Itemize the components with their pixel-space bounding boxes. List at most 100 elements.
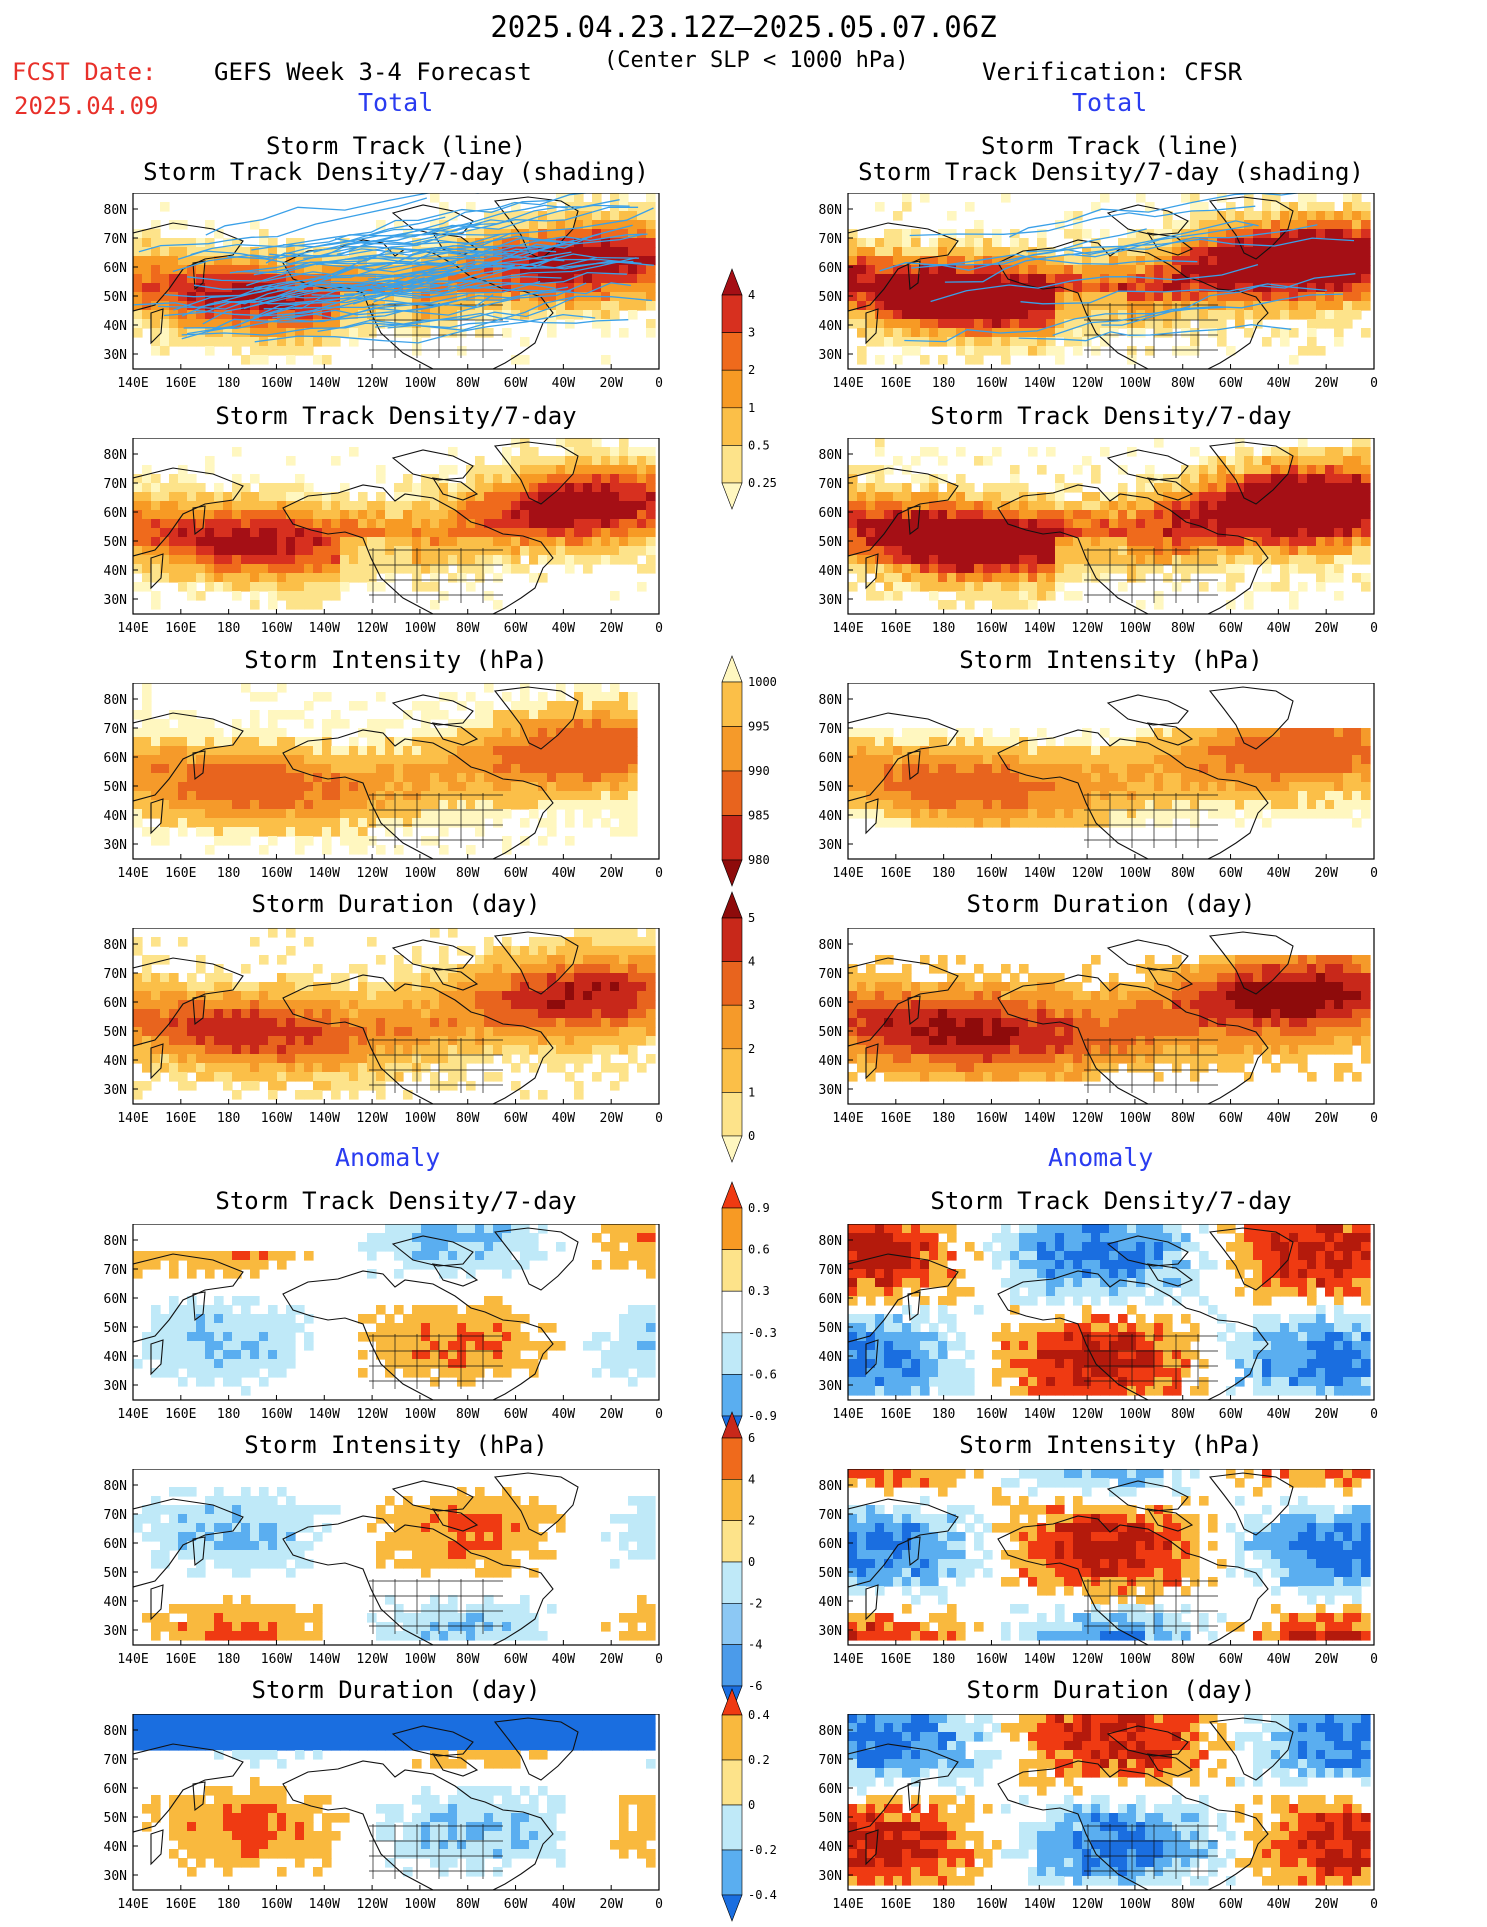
field-cell <box>884 510 894 520</box>
field-cell <box>259 818 269 828</box>
field-cell <box>1199 746 1209 756</box>
field-cell <box>1280 456 1290 466</box>
field-cell <box>475 537 485 547</box>
field-cell <box>619 827 629 837</box>
field-cell <box>169 782 179 792</box>
field-cell <box>142 582 152 592</box>
field-cell <box>974 573 984 583</box>
field-cell <box>133 1009 143 1019</box>
field-cell <box>1100 800 1110 810</box>
field-cell <box>974 737 984 747</box>
field-cell <box>484 465 494 475</box>
field-cell <box>1334 229 1344 239</box>
field-cell <box>277 564 287 574</box>
field-cell <box>1028 782 1038 792</box>
field-cell <box>403 773 413 783</box>
field-cell <box>250 764 260 774</box>
field-cell <box>556 555 566 565</box>
field-cell <box>1118 501 1128 511</box>
field-cell <box>547 719 557 729</box>
field-cell <box>349 845 359 855</box>
field-cell <box>583 818 593 828</box>
field-cell <box>637 274 647 284</box>
field-cell <box>385 818 395 828</box>
lon-label: 160W <box>261 376 292 391</box>
field-cell <box>1343 800 1353 810</box>
field-cell <box>619 492 629 502</box>
field-cell <box>974 809 984 819</box>
field-cell <box>893 564 903 574</box>
field-cell <box>1028 265 1038 275</box>
field-cell <box>1280 265 1290 275</box>
lon-label: 0 <box>1370 376 1378 391</box>
field-cell <box>956 573 966 583</box>
field-cell <box>358 564 368 574</box>
field-cell <box>857 773 867 783</box>
field-cell <box>1181 791 1191 801</box>
lon-label: 0 <box>655 866 663 881</box>
field-cell <box>610 737 620 747</box>
field-cell <box>142 501 152 511</box>
field-cell <box>385 800 395 810</box>
field-cell <box>241 582 251 592</box>
field-cell <box>259 564 269 574</box>
field-cell <box>205 1036 215 1046</box>
field-cell <box>1136 782 1146 792</box>
field-cell <box>1316 800 1326 810</box>
field-cell <box>466 692 476 702</box>
field-cell <box>601 528 611 538</box>
field-cell <box>547 773 557 783</box>
field-cell <box>205 528 215 538</box>
field-cell <box>1154 764 1164 774</box>
field-cell <box>1289 546 1299 556</box>
field-cell <box>1343 773 1353 783</box>
field-cell <box>1028 564 1038 574</box>
field-cell <box>133 519 143 529</box>
lat-label: 60N <box>104 751 127 766</box>
field-cell <box>893 456 903 466</box>
field-cell <box>277 746 287 756</box>
field-cell <box>196 1063 206 1073</box>
field-cell <box>1217 809 1227 819</box>
field-cell <box>574 555 584 565</box>
field-cell <box>232 337 242 347</box>
field-cell <box>956 474 966 484</box>
field-cell <box>142 827 152 837</box>
field-cell <box>628 247 638 257</box>
field-cell <box>583 537 593 547</box>
lon-label: 140E <box>832 866 863 881</box>
field-cell <box>1280 546 1290 556</box>
field-cell <box>893 501 903 511</box>
field-cell <box>1280 746 1290 756</box>
field-cell <box>133 973 143 983</box>
field-cell <box>358 800 368 810</box>
field-cell <box>637 247 647 257</box>
field-cell <box>475 701 485 711</box>
field-cell <box>857 737 867 747</box>
field-cell <box>493 501 503 511</box>
field-cell <box>421 546 431 556</box>
field-cell <box>250 501 260 511</box>
field-cell <box>277 582 287 592</box>
field-cell <box>911 474 921 484</box>
field-cell <box>1109 537 1119 547</box>
field-cell <box>484 591 494 601</box>
field-cell <box>1091 564 1101 574</box>
field-cell <box>1001 537 1011 547</box>
field-cell <box>196 238 206 248</box>
field-cell <box>1352 202 1362 212</box>
field-cell <box>160 492 170 502</box>
field-cell <box>232 328 242 338</box>
field-cell <box>223 800 233 810</box>
field-cell <box>205 519 215 529</box>
field-cell <box>142 692 152 702</box>
field-cell <box>920 519 930 529</box>
field-cell <box>1136 501 1146 511</box>
field-cell <box>1190 447 1200 457</box>
field-cell <box>1091 501 1101 511</box>
field-cell <box>367 755 377 765</box>
field-cell <box>1154 755 1164 765</box>
field-cell <box>223 827 233 837</box>
field-cell <box>565 755 575 765</box>
